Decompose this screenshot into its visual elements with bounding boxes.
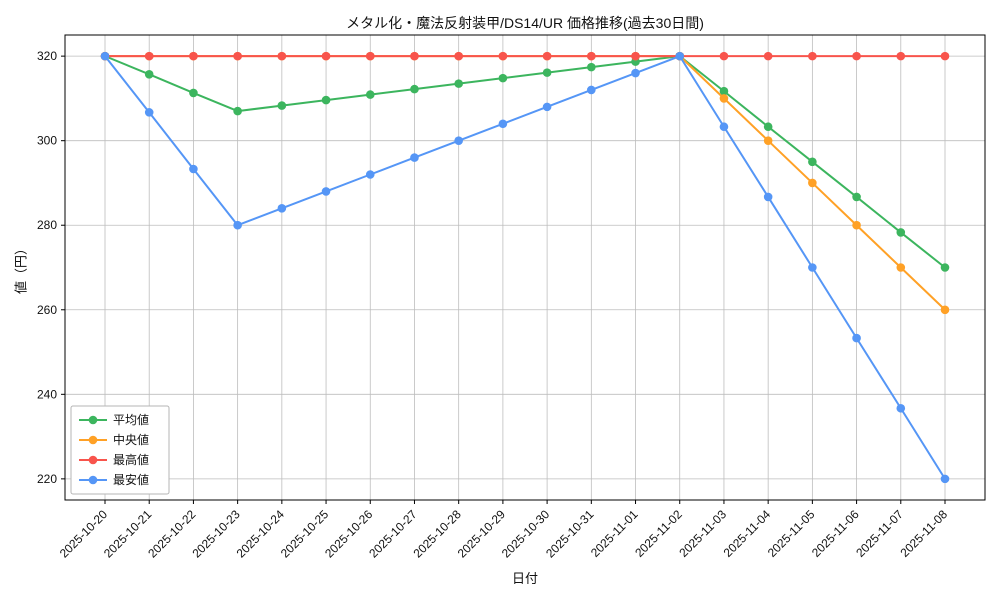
data-point-marker <box>808 263 817 272</box>
y-tick-label: 300 <box>37 134 57 148</box>
data-point-marker <box>542 51 552 61</box>
chart-title: メタル化・魔法反射装甲/DS14/UR 価格推移(過去30日間) <box>346 15 704 31</box>
data-point-marker <box>144 70 154 79</box>
data-point-marker <box>719 122 729 132</box>
data-point-marker <box>940 474 950 484</box>
data-point-marker <box>189 164 198 174</box>
data-point-marker <box>498 73 508 83</box>
series-line <box>104 55 946 480</box>
data-point-marker <box>365 51 375 61</box>
data-point-marker <box>808 51 817 61</box>
data-point-marker <box>675 51 685 61</box>
data-point-marker <box>852 220 861 230</box>
data-point-marker <box>233 106 242 116</box>
data-point-marker <box>365 170 375 179</box>
data-point-marker <box>631 51 640 61</box>
data-point-marker <box>321 95 331 105</box>
legend-item-label: 中央値 <box>113 432 149 447</box>
legend-marker <box>88 435 98 445</box>
data-point-marker <box>852 51 861 61</box>
legend-marker <box>88 475 98 485</box>
data-point-marker <box>763 122 773 132</box>
data-point-marker <box>100 51 110 61</box>
data-point-marker <box>498 51 508 61</box>
y-tick-label: 320 <box>37 49 57 63</box>
x-axis-label: 日付 <box>511 571 538 586</box>
data-point-marker <box>277 204 287 213</box>
data-point-marker <box>940 51 950 61</box>
legend-item-label: 最高値 <box>113 452 149 467</box>
y-tick-label: 220 <box>37 472 57 486</box>
legend-marker <box>88 415 98 425</box>
data-point-marker <box>896 403 906 413</box>
legend-box <box>70 405 170 495</box>
data-point-marker <box>321 187 331 196</box>
data-point-marker <box>763 136 773 145</box>
data-point-marker <box>940 263 950 272</box>
y-axis-label: 値（円） <box>13 241 29 295</box>
legend-marker <box>88 455 98 465</box>
y-tick-label: 260 <box>37 303 57 317</box>
data-point-marker <box>277 51 287 61</box>
data-point-marker <box>896 228 906 237</box>
data-point-marker <box>808 157 817 167</box>
x-tick-label: 2025-10-31 <box>543 507 597 561</box>
data-point-marker <box>498 119 508 129</box>
data-point-marker <box>852 192 861 202</box>
data-point-marker <box>719 86 729 96</box>
legend-item-label: 平均値 <box>113 412 149 427</box>
data-point-marker <box>189 88 198 98</box>
y-tick-label: 280 <box>37 218 57 232</box>
axis-frame <box>64 34 986 501</box>
data-point-marker <box>410 153 419 162</box>
data-point-marker <box>277 101 287 110</box>
data-point-marker <box>587 62 596 72</box>
data-point-marker <box>410 84 419 94</box>
data-point-marker <box>631 68 640 78</box>
data-point-marker <box>896 51 906 61</box>
data-point-marker <box>189 51 198 61</box>
x-tick-label: 2025-11-08 <box>897 507 950 560</box>
data-point-marker <box>719 94 729 103</box>
data-point-marker <box>144 108 154 117</box>
data-point-marker <box>321 51 331 61</box>
data-point-marker <box>454 51 463 61</box>
data-point-marker <box>587 85 596 95</box>
data-point-marker <box>940 305 950 315</box>
data-point-marker <box>410 51 419 61</box>
series-line <box>105 55 946 311</box>
y-tick-label: 240 <box>37 387 57 401</box>
data-point-marker <box>365 90 375 99</box>
data-point-marker <box>454 136 463 145</box>
data-point-marker <box>542 68 552 77</box>
legend-item-label: 最安値 <box>113 472 149 487</box>
data-point-marker <box>763 192 773 202</box>
data-point-marker <box>233 51 242 61</box>
data-point-marker <box>808 178 817 188</box>
data-point-marker <box>763 51 773 61</box>
data-point-marker <box>719 51 729 61</box>
data-point-marker <box>454 79 463 88</box>
data-point-marker <box>233 220 242 230</box>
series-line <box>104 55 946 269</box>
data-point-marker <box>896 263 906 272</box>
data-point-marker <box>587 51 596 61</box>
data-point-marker <box>144 51 154 61</box>
data-point-marker <box>852 333 861 343</box>
data-point-marker <box>542 102 552 112</box>
